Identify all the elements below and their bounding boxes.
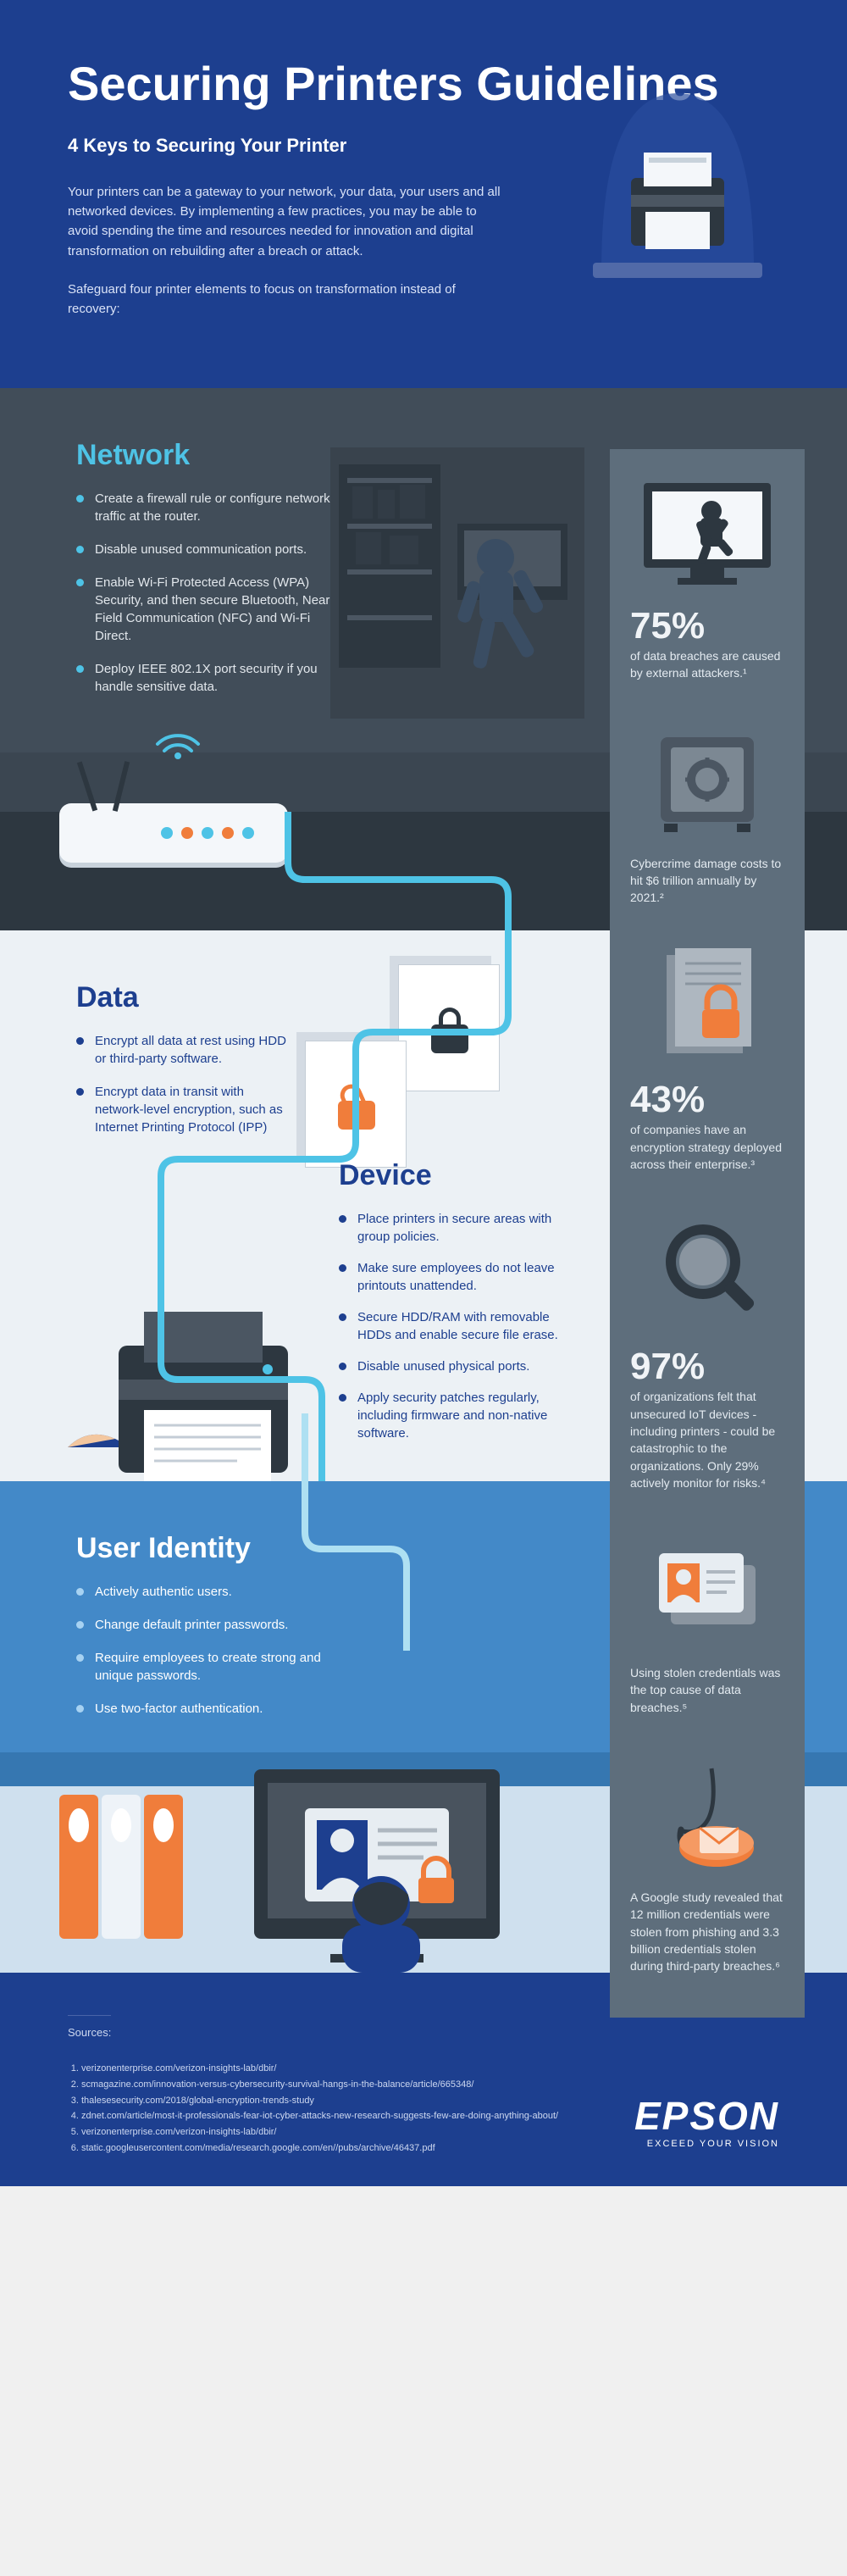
brand-logo: EPSON [634, 2093, 779, 2139]
printer-dome-icon [584, 59, 771, 280]
list-item: Change default printer passwords. [76, 1616, 339, 1634]
sources-label: Sources: [68, 2015, 111, 2039]
burglar-scene-icon [330, 447, 584, 702]
burglar-screen-icon [630, 475, 784, 593]
source-item: thalesesecurity.com/2018/global-encrypti… [81, 2093, 590, 2109]
list-item: Disable unused communication ports. [76, 541, 339, 558]
list-item: Apply security patches regularly, includ… [339, 1389, 567, 1442]
stat-value: 97% [630, 1346, 784, 1388]
list-item: Disable unused physical ports. [339, 1357, 567, 1375]
list-item: Make sure employees do not leave printou… [339, 1259, 567, 1295]
id-cards-icon [630, 1534, 784, 1652]
list-item: Use two-factor authentication. [76, 1700, 339, 1718]
data-bullets: Encrypt all data at rest using HDD or th… [76, 1032, 288, 1152]
stat-text: of organizations felt that unsecured IoT… [630, 1388, 784, 1491]
list-item: Secure HDD/RAM with removable HDDs and e… [339, 1308, 567, 1344]
infographic-page: Securing Printers Guidelines 4 Keys to S… [0, 0, 847, 2186]
list-item: Enable Wi-Fi Protected Access (WPA) Secu… [76, 574, 339, 645]
stat-block-breaches: 75% of data breaches are caused by exter… [630, 475, 784, 682]
section-title: Device [339, 1159, 432, 1192]
section-title: Data [76, 981, 139, 1014]
stat-text: of companies have an encryption strategy… [630, 1121, 784, 1173]
doc-open-lock-icon [305, 1041, 407, 1168]
stat-block-cybercrime: Cybercrime damage costs to hit $6 trilli… [630, 724, 784, 907]
sources-list: verizonenterprise.com/verizon-insights-l… [81, 2061, 590, 2156]
source-item: verizonenterprise.com/verizon-insights-l… [81, 2124, 590, 2140]
identity-bullets: Actively authentic users. Change default… [76, 1583, 339, 1733]
brand-block: EPSON EXCEED YOUR VISION [634, 2093, 779, 2149]
header: Securing Printers Guidelines 4 Keys to S… [0, 0, 847, 388]
stat-text: Cybercrime damage costs to hit $6 trilli… [630, 855, 784, 907]
section-title: Network [76, 439, 190, 472]
stat-value: 43% [630, 1079, 784, 1121]
intro-para-2: Safeguard four printer elements to focus… [68, 280, 508, 319]
stat-block-phishing: A Google study revealed that 12 million … [630, 1758, 784, 1974]
stat-value: 75% [630, 605, 784, 647]
list-item: Place printers in secure areas with grou… [339, 1210, 567, 1246]
source-item: scmagazine.com/innovation-versus-cyberse… [81, 2077, 590, 2093]
doc-lock-icon [630, 948, 784, 1067]
stat-block-iot: 97% of organizations felt that unsecured… [630, 1215, 784, 1491]
intro-para-1: Your printers can be a gateway to your n… [68, 182, 508, 261]
source-item: static.googleusercontent.com/media/resea… [81, 2140, 590, 2157]
device-bullets: Place printers in secure areas with grou… [339, 1210, 567, 1456]
section-title: User Identity [76, 1532, 251, 1565]
wifi-icon [152, 724, 203, 761]
list-item: Create a firewall rule or configure netw… [76, 490, 339, 525]
source-item: zdnet.com/article/most-it-professionals-… [81, 2108, 590, 2124]
list-item: Encrypt data in transit with network-lev… [76, 1083, 288, 1136]
router-icon [59, 803, 288, 863]
doc-closed-lock-icon [398, 964, 500, 1091]
stat-text: of data breaches are caused by external … [630, 647, 784, 682]
stat-text: Using stolen credentials was the top cau… [630, 1664, 784, 1716]
list-item: Require employees to create strong and u… [76, 1649, 339, 1685]
stats-sidebar: 75% of data breaches are caused by exter… [610, 449, 805, 2018]
list-item: Deploy IEEE 802.1X port security if you … [76, 660, 339, 696]
brand-tagline: EXCEED YOUR VISION [634, 2139, 779, 2149]
stat-text: A Google study revealed that 12 million … [630, 1889, 784, 1974]
stat-block-credentials: Using stolen credentials was the top cau… [630, 1534, 784, 1716]
safe-icon [630, 724, 784, 843]
source-item: verizonenterprise.com/verizon-insights-l… [81, 2061, 590, 2077]
magnifier-icon [630, 1215, 784, 1334]
phishing-icon [630, 1758, 784, 1877]
stat-block-encryption: 43% of companies have an encryption stra… [630, 948, 784, 1173]
network-bullets: Create a firewall rule or configure netw… [76, 490, 339, 711]
list-item: Encrypt all data at rest using HDD or th… [76, 1032, 288, 1068]
list-item: Actively authentic users. [76, 1583, 339, 1601]
